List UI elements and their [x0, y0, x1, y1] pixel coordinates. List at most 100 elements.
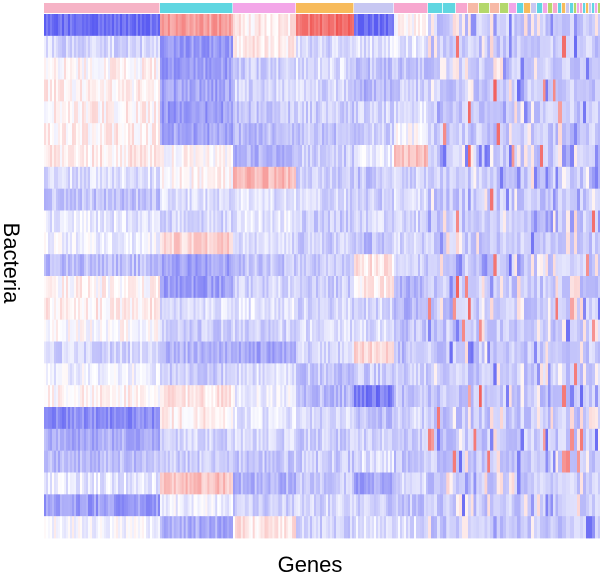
heatmap-cell [358, 232, 361, 255]
heatmap-cell [374, 472, 377, 495]
heatmap-cell [336, 35, 339, 59]
heatmap-cell [374, 254, 377, 277]
heatmap-cell [452, 145, 457, 168]
heatmap-cell [134, 210, 137, 233]
heatmap-cell [290, 210, 293, 233]
heatmap-cell [446, 232, 450, 255]
heatmap-cell [270, 123, 273, 146]
heatmap-cell [167, 14, 171, 37]
heatmap-cell [199, 254, 202, 277]
heatmap-cell [106, 472, 109, 495]
heatmap-cell [364, 166, 367, 190]
heatmap-cell [104, 341, 107, 364]
heatmap-cell [118, 35, 121, 59]
heatmap-cell [336, 232, 339, 255]
heatmap-cell [120, 79, 123, 102]
heatmap-cell [104, 123, 107, 146]
heatmap-cell [406, 166, 409, 190]
heatmap-cell [102, 450, 105, 473]
heatmap-cell [298, 232, 301, 255]
heatmap-cell [46, 407, 49, 430]
heatmap-cell [68, 254, 71, 277]
heatmap-cell [312, 341, 315, 364]
heatmap-cell [294, 385, 297, 408]
heatmap-cell [406, 516, 409, 539]
heatmap-cell [290, 35, 293, 59]
heatmap-cell [402, 363, 405, 386]
heatmap-cell [336, 145, 339, 168]
heatmap-cell [54, 145, 57, 168]
heatmap-cell [223, 232, 226, 255]
heatmap-cell [96, 494, 99, 517]
heatmap-cell [408, 188, 411, 211]
heatmap-cell [54, 407, 57, 430]
heatmap-cell [334, 297, 337, 321]
heatmap-cell [146, 516, 149, 539]
heatmap-cell [110, 494, 113, 517]
heatmap-cell [177, 145, 181, 168]
heatmap-cell [290, 341, 293, 364]
heatmap-cell [268, 407, 271, 430]
heatmap-cell [380, 123, 383, 146]
heatmap-cell [223, 145, 226, 168]
heatmap-cell [167, 516, 171, 539]
heatmap-cell [330, 516, 333, 539]
heatmap-cell [165, 123, 169, 146]
heatmap-cell [306, 188, 309, 211]
heatmap-cell [122, 232, 125, 255]
heatmap-cell [104, 276, 107, 299]
heatmap-cell [96, 254, 99, 277]
heatmap-cell [292, 450, 295, 473]
heatmap-cell [116, 166, 119, 190]
heatmap-cell [58, 276, 61, 299]
heatmap-cell [181, 101, 185, 124]
heatmap-cell [142, 123, 145, 146]
heatmap-cell [128, 35, 131, 59]
heatmap-cell [310, 472, 313, 495]
heatmap-cell [96, 363, 99, 386]
heatmap-cell [459, 494, 463, 517]
heatmap-cell [66, 319, 69, 342]
heatmap-cell [340, 145, 343, 168]
heatmap-cell [233, 101, 236, 124]
column-group-bar [548, 3, 553, 13]
heatmap-cell [197, 101, 200, 124]
heatmap-cell [242, 14, 246, 37]
heatmap-cell [280, 166, 283, 190]
heatmap-cell [68, 319, 71, 342]
heatmap-cell [60, 232, 63, 255]
heatmap-cell [334, 450, 337, 473]
heatmap-cell [330, 428, 333, 452]
heatmap-cell [193, 166, 196, 190]
heatmap-cell [211, 341, 214, 364]
heatmap-cell [360, 210, 363, 233]
heatmap-cell [244, 407, 248, 430]
heatmap-cell [360, 385, 363, 408]
heatmap-cell [213, 407, 216, 430]
heatmap-cell [372, 210, 375, 233]
heatmap-cell [260, 166, 263, 190]
heatmap-cell [426, 450, 429, 473]
heatmap-cell [50, 254, 53, 277]
heatmap-cell [217, 166, 220, 190]
heatmap-cell [386, 450, 389, 473]
heatmap-cell [318, 188, 321, 211]
heatmap-cell [390, 123, 393, 146]
heatmap-cell [322, 319, 325, 342]
heatmap-cell [344, 35, 347, 59]
heatmap-cell [96, 79, 99, 102]
heatmap-cell [256, 254, 259, 277]
heatmap-cell [440, 254, 444, 277]
heatmap-cell [108, 232, 111, 255]
heatmap-cell [352, 101, 355, 124]
heatmap-cell [76, 232, 79, 255]
heatmap-cell [372, 297, 375, 321]
heatmap-cell [60, 319, 63, 342]
heatmap-cell [332, 450, 335, 473]
heatmap-cell [378, 57, 381, 80]
heatmap-cell [114, 210, 117, 233]
heatmap-cell [120, 494, 123, 517]
heatmap-cell [278, 254, 281, 277]
heatmap-cell [134, 35, 137, 59]
heatmap-cell [74, 79, 77, 102]
